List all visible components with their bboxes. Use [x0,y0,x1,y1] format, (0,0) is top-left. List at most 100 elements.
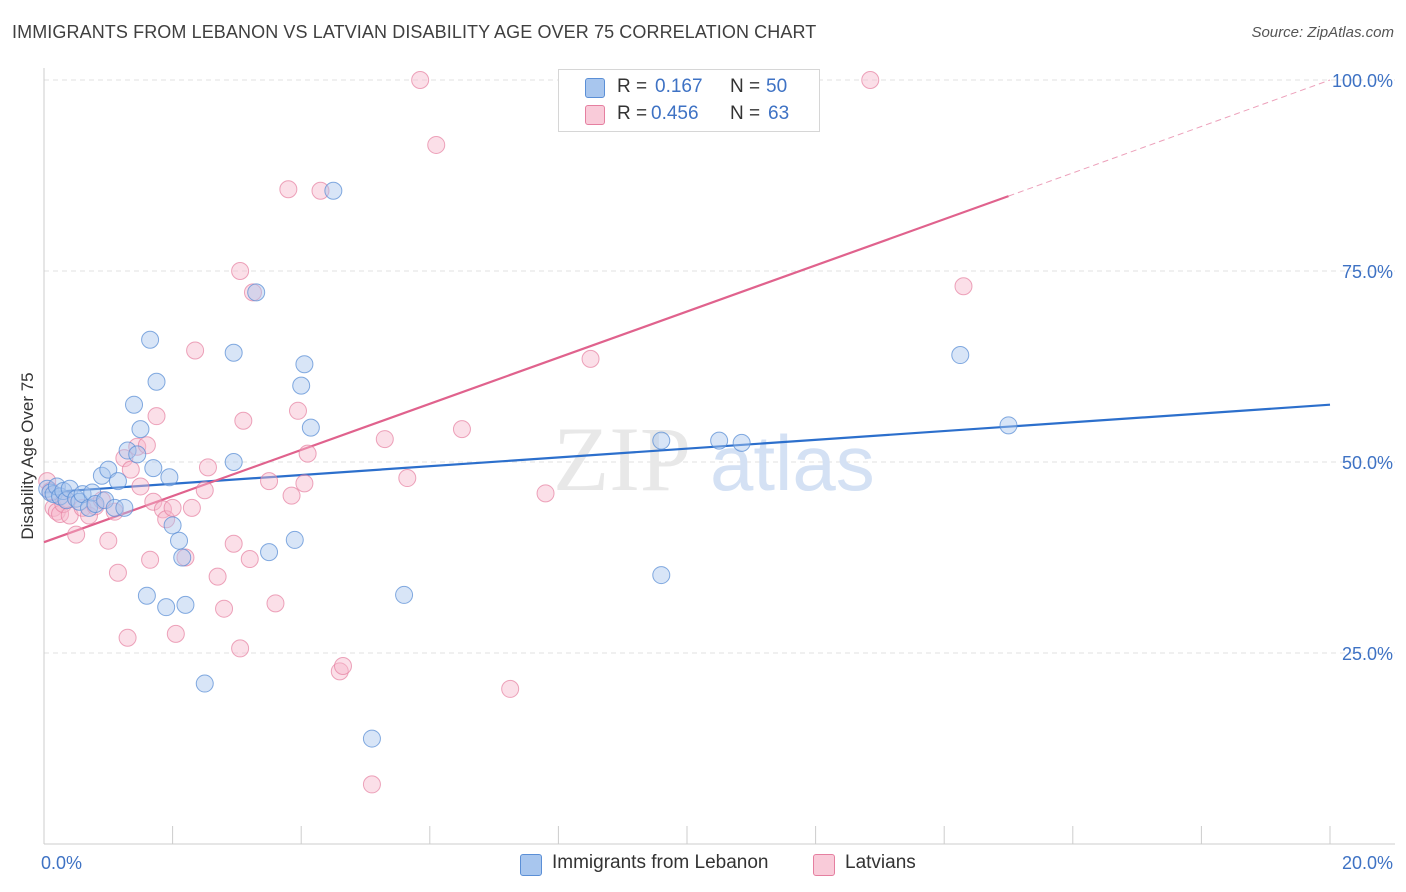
point-lebanon [86,495,105,514]
point-lebanon [141,330,160,349]
point-lebanon [362,729,381,748]
point-latvians [282,486,301,505]
point-lebanon [395,585,414,604]
point-latvians [195,481,214,500]
data-points [38,71,1018,794]
x-tick-label: 0.0% [41,853,82,873]
point-latvians [266,594,285,613]
point-lebanon [951,346,970,365]
axes [43,68,1395,845]
y-tick-label: 50.0% [1342,453,1393,473]
point-latvians [67,525,86,544]
point-lebanon [732,433,751,452]
point-latvians [38,472,57,491]
point-latvians [333,656,352,675]
point-lebanon [260,543,279,562]
legend-row-lebanon: R = 0.167 N = 50 [559,74,819,100]
point-latvians [452,420,471,439]
legend-n-value: 63 [768,103,790,124]
point-latvians [163,498,182,517]
point-latvians [121,460,140,479]
point-latvians [427,135,446,154]
point-lebanon [99,460,118,479]
point-lebanon [295,355,314,374]
point-lebanon [285,530,304,549]
point-lebanon [67,489,86,508]
point-latvians [108,563,127,582]
point-latvians [411,71,430,89]
point-latvians [581,349,600,368]
point-latvians [182,498,201,517]
trend-lines [43,79,1331,544]
chart-source: Source: ZipAtlas.com [1251,24,1394,41]
point-lebanon [999,416,1018,435]
point-latvians [105,502,124,521]
legend-n-label: N = [730,76,761,97]
watermark-atlas: atlas [710,419,875,507]
point-latvians [144,492,163,511]
point-latvians [954,277,973,296]
point-latvians [234,411,253,430]
point-latvians [260,472,279,491]
x-tick-label: 20.0% [1342,853,1393,873]
point-latvians [80,506,99,525]
point-lebanon [118,441,137,460]
point-latvians [215,599,234,618]
legend-swatch-pink [813,854,835,876]
trend-line-lebanon [43,403,1331,494]
point-latvians [240,550,259,569]
point-lebanon [176,595,195,614]
point-lebanon [57,491,76,510]
point-latvians [295,474,314,493]
point-latvians [131,477,150,496]
watermark-zip: ZIP [553,408,691,510]
y-tick-label: 75.0% [1342,262,1393,282]
y-axis-label: Disability Age Over 75 [18,372,37,539]
point-lebanon [105,498,124,517]
point-lebanon [160,468,179,487]
point-latvians [147,407,166,426]
point-lebanon [652,566,671,585]
legend-label-latvians: Latvians [845,852,916,873]
point-latvians [208,567,227,586]
y-tick-label: 100.0% [1332,71,1393,91]
point-lebanon [224,343,243,362]
point-latvians [224,534,243,553]
legend-row-latvians: R = 0.456 N = 63 [559,101,819,127]
point-latvians [128,437,147,456]
legend-swatch-blue [585,78,605,98]
point-lebanon [173,548,192,567]
point-latvians [311,181,330,200]
point-lebanon [170,531,189,550]
point-latvians [298,444,317,463]
legend-n-label: N = [730,103,761,124]
point-latvians [398,469,417,488]
legend-swatch-blue [520,854,542,876]
stats-legend: R = 0.167 N = 50 R = 0.456 N = 63 [558,69,820,132]
point-latvians [288,401,307,420]
chart-title: IMMIGRANTS FROM LEBANON VS LATVIAN DISAB… [12,22,817,42]
point-lebanon [247,283,266,302]
legend-swatch-pink [585,105,605,125]
point-lebanon [128,445,147,464]
point-lebanon [195,674,214,693]
tick-labels: 25.0% 50.0% 75.0% 100.0% 0.0% 20.0% [41,71,1393,873]
point-lebanon [324,181,343,200]
trend-line-latvians-extension [1008,79,1331,197]
point-lebanon [292,376,311,395]
point-latvians [362,775,381,794]
legend-r-value: 0.167 [655,76,703,97]
point-latvians [536,484,555,503]
point-lebanon [224,453,243,471]
legend-r-label: R = [617,103,648,124]
point-latvians [198,458,217,477]
point-latvians [861,71,880,89]
point-lebanon [137,586,156,605]
point-lebanon [301,418,320,437]
point-lebanon [115,498,134,517]
point-latvians [141,550,160,569]
point-lebanon [652,431,671,450]
y-tick-label: 25.0% [1342,644,1393,664]
point-latvians [330,662,349,681]
